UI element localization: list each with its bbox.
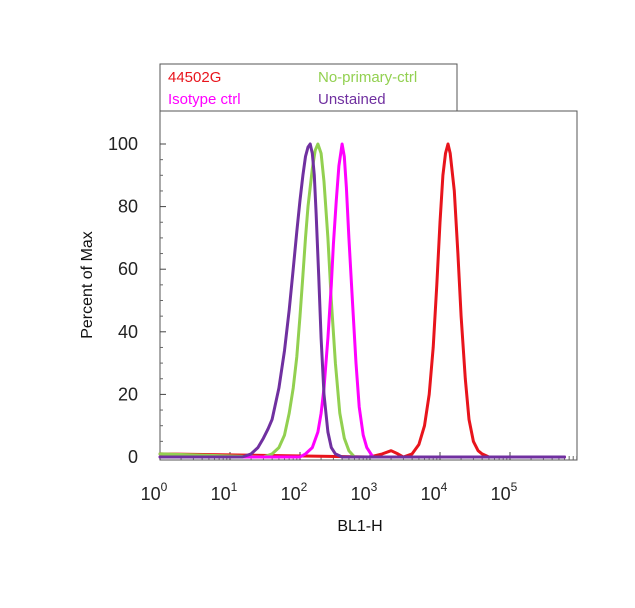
x-tick-base: 10 [421, 484, 441, 504]
y-tick-label: 0 [128, 447, 138, 467]
x-tick-base: 10 [491, 484, 511, 504]
series-line-no-primary-ctrl [158, 142, 566, 459]
x-tick-base: 10 [141, 484, 161, 504]
legend-label-44502G: 44502G [168, 69, 221, 86]
x-tick-exponent: 0 [161, 480, 168, 494]
x-tick-exponent: 2 [301, 480, 308, 494]
legend-label-unstained: Unstained [318, 91, 386, 108]
y-tick-label: 60 [118, 259, 138, 279]
legend-label-no-primary-ctrl: No-primary-ctrl [318, 69, 417, 86]
x-tick-base: 10 [351, 484, 371, 504]
series-line-44502g [158, 142, 566, 459]
y-tick-label: 20 [118, 384, 138, 404]
plot-series [158, 142, 566, 459]
x-tick-label: 104 [421, 480, 448, 504]
x-tick-base: 10 [211, 484, 231, 504]
y-axis-title: Percent of Max [79, 231, 96, 339]
x-tick-exponent: 3 [371, 480, 378, 494]
y-tick-label: 80 [118, 197, 138, 217]
x-tick-label: 100 [141, 480, 168, 504]
x-tick-label: 101 [211, 480, 238, 504]
x-axis-title: BL1-H [337, 518, 382, 535]
legend-label-isotype-ctrl: Isotype ctrl [168, 91, 241, 108]
x-tick-label: 102 [281, 480, 308, 504]
x-tick-label: 103 [351, 480, 378, 504]
y-tick-label: 40 [118, 322, 138, 342]
x-tick-label: 105 [491, 480, 518, 504]
x-tick-exponent: 1 [231, 480, 238, 494]
plot-frame [159, 110, 578, 461]
x-tick-base: 10 [281, 484, 301, 504]
legend-box [159, 63, 458, 112]
series-line-unstained [158, 142, 566, 459]
x-tick-exponent: 4 [441, 480, 448, 494]
y-tick-label: 100 [108, 134, 138, 154]
series-line-isotype-ctrl [158, 142, 566, 459]
x-tick-exponent: 5 [511, 480, 518, 494]
